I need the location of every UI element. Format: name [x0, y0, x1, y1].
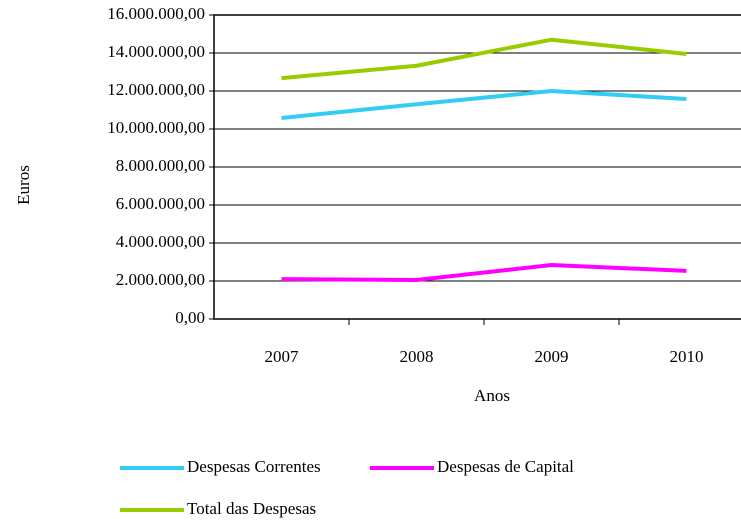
x-tick-label: 2007: [265, 347, 300, 366]
x-tick-label: 2008: [400, 347, 434, 366]
x-tick-label: 2009: [535, 347, 569, 366]
y-tick-label: 2.000.000,00: [116, 270, 205, 289]
y-tick-label: 10.000.000,00: [107, 118, 205, 137]
series-line: [281, 89, 687, 120]
legend-label: Despesas Correntes: [187, 457, 321, 476]
y-tick-label: 14.000.000,00: [107, 42, 205, 61]
series-line: [281, 37, 687, 81]
y-tick-label: 4.000.000,00: [116, 232, 205, 251]
series-line: [281, 263, 687, 283]
y-axis-label: Euros: [14, 165, 33, 205]
y-tick-label: 0,00: [175, 308, 205, 327]
x-axis-label: Anos: [474, 386, 510, 405]
y-tick-label: 6.000.000,00: [116, 194, 205, 213]
y-tick-label: 16.000.000,00: [107, 4, 205, 23]
legend-label: Despesas de Capital: [437, 457, 574, 476]
y-tick-label: 8.000.000,00: [116, 156, 205, 175]
x-tick-label: 2010: [670, 347, 704, 366]
y-tick-label: 12.000.000,00: [107, 80, 205, 99]
legend-label: Total das Despesas: [187, 499, 316, 518]
